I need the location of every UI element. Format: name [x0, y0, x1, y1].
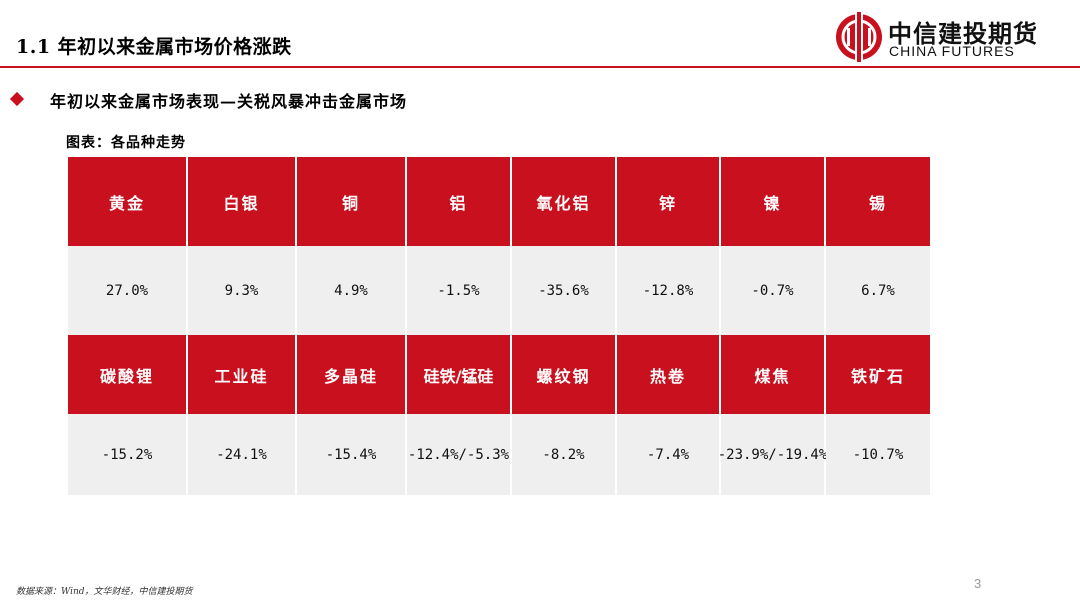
metal-name-cell: 氧化铝 [512, 157, 615, 246]
metals-performance-table: 黄金 白银 铜 铝 氧化铝 锌 镍 锡 27.0% 9.3% 4.9% -1.5… [68, 157, 930, 495]
data-source-note: 数据来源：Wind，文华财经，中信建投期货 [16, 587, 193, 597]
logo-english-name: CHINA FUTURES [889, 43, 1015, 59]
metal-name-cell: 碳酸锂 [68, 335, 186, 414]
page-number: 3 [974, 576, 982, 591]
company-logo: 中信建投期货 CHINA FUTURES [834, 12, 1044, 62]
change-value-cell: -1.5% [407, 246, 510, 335]
metal-name-cell: 多晶硅 [297, 335, 405, 414]
diamond-bullet-icon [9, 91, 25, 107]
change-value-cell: -15.2% [68, 414, 186, 495]
title-divider [0, 66, 1080, 68]
change-value-cell: -12.4%/-5.3% [407, 414, 510, 495]
metal-name-cell: 白银 [188, 157, 295, 246]
metal-name-cell: 镍 [721, 157, 824, 246]
metal-name-cell: 铜 [297, 157, 405, 246]
metal-name-cell: 锌 [617, 157, 719, 246]
change-value-cell: -24.1% [188, 414, 295, 495]
metal-name-cell: 工业硅 [188, 335, 295, 414]
metal-name-cell: 锡 [826, 157, 930, 246]
change-value-cell: -10.7% [826, 414, 930, 495]
change-value-cell: -7.4% [617, 414, 719, 495]
section-subtitle: 年初以来金属市场表现—关税风暴冲击金属市场 [50, 92, 408, 111]
metal-name-cell: 铁矿石 [826, 335, 930, 414]
metal-name-cell: 煤焦 [721, 335, 824, 414]
change-value-cell: -15.4% [297, 414, 405, 495]
metal-name-cell: 热卷 [617, 335, 719, 414]
change-value-cell: -12.8% [617, 246, 719, 335]
citic-logo-icon [836, 12, 882, 62]
change-value-cell: 6.7% [826, 246, 930, 335]
change-value-cell: 9.3% [188, 246, 295, 335]
table-caption: 图表：各品种走势 [66, 135, 186, 151]
change-value-cell: -8.2% [512, 414, 615, 495]
change-value-cell: 4.9% [297, 246, 405, 335]
slide-title: 1.1 年初以来金属市场价格涨跌 [16, 36, 292, 58]
logo-chinese-name: 中信建投期货 [888, 19, 1038, 48]
metal-name-cell: 黄金 [68, 157, 186, 246]
change-value-cell: 27.0% [68, 246, 186, 335]
change-value-cell: -0.7% [721, 246, 824, 335]
change-value-cell: -23.9%/-19.4% [718, 414, 827, 495]
metal-name-cell: 硅铁/锰硅 [407, 335, 510, 414]
change-value-cell: -35.6% [512, 246, 615, 335]
metal-name-cell: 铝 [407, 157, 510, 246]
metal-name-cell: 螺纹钢 [512, 335, 615, 414]
